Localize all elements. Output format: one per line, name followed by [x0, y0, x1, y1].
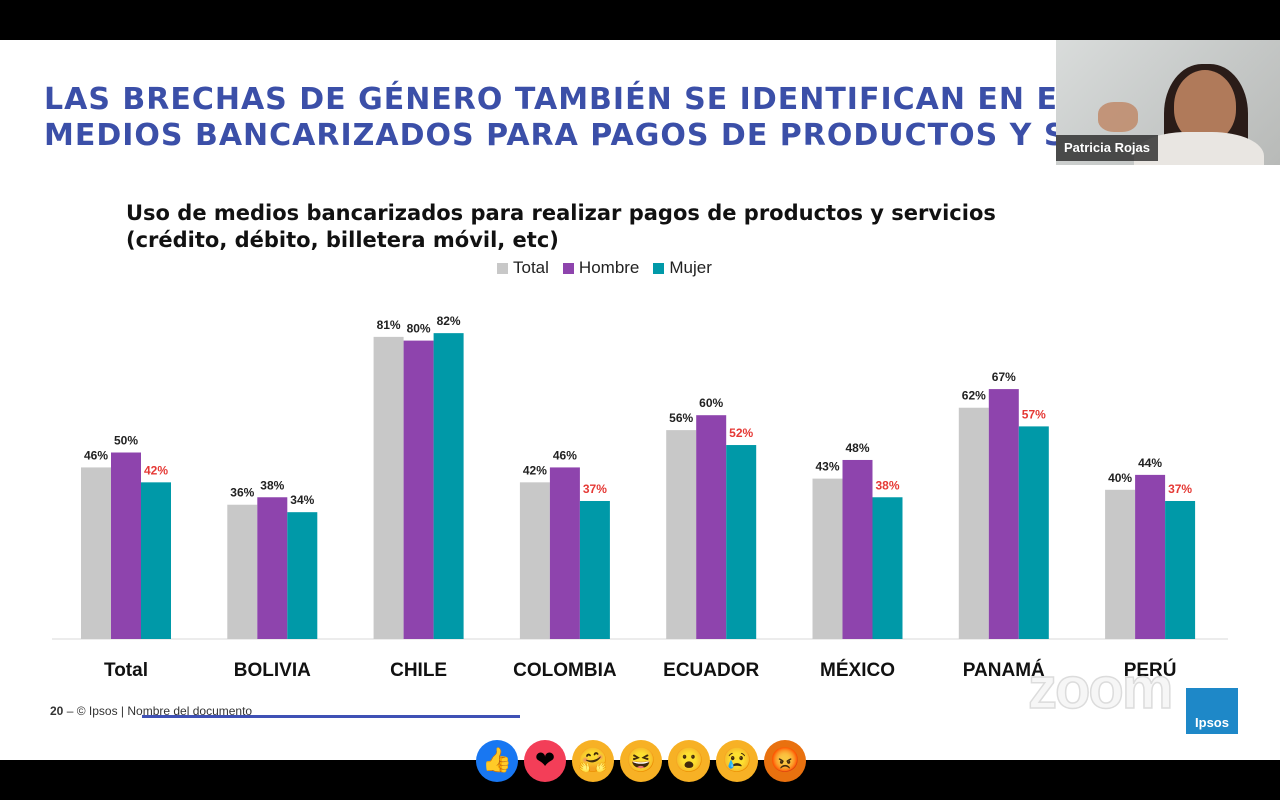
chart-title: Uso de medios bancarizados para realizar… [126, 200, 996, 254]
bar-hombre-3 [549, 467, 580, 639]
data-label-hombre-0: 50% [114, 434, 138, 448]
participant-name-label: Patricia Rojas [1056, 135, 1158, 161]
legend-item-hombre: Hombre [562, 258, 640, 278]
legend-item-mujer: Mujer [653, 258, 712, 278]
chart-title-line1: Uso de medios bancarizados para realizar… [126, 201, 996, 225]
bar-hombre-7 [1135, 474, 1166, 639]
bar-chart: 46% 50% 42% Total 36% 38% 34% BOLIVIA 81% 80% 82% C… [52, 314, 1228, 681]
participant-hand [1098, 102, 1138, 132]
slide-heading-line1: LAS BRECHAS DE GÉNERO TAMBIÉN SE IDENTIF… [44, 82, 1079, 117]
bar-total-6 [958, 407, 989, 639]
reaction-like-icon[interactable]: 👍 [476, 740, 518, 782]
data-label-hombre-6: 67% [992, 370, 1016, 384]
data-label-hombre-2: 80% [407, 322, 431, 336]
category-label-6: PANAMÁ [963, 659, 1045, 681]
bar-total-4 [666, 430, 697, 639]
slide-footer: 20 – © Ipsos | Nombre del documento [50, 704, 252, 718]
data-label-mujer-0: 42% [144, 463, 168, 477]
bar-mujer-4 [726, 445, 757, 639]
legend-label-mujer: Mujer [669, 258, 712, 277]
participant-face [1174, 70, 1236, 142]
legend-swatch-hombre [562, 262, 574, 274]
bar-mujer-2 [433, 333, 464, 639]
category-label-2: CHILE [390, 660, 447, 681]
chart-legend: Total Hombre Mujer [497, 258, 712, 278]
data-label-total-2: 81% [377, 318, 401, 332]
data-label-hombre-7: 44% [1138, 456, 1162, 470]
bar-hombre-6 [988, 389, 1019, 639]
bar-total-1 [227, 504, 258, 639]
bar-total-2 [373, 336, 404, 639]
reaction-haha-icon[interactable]: 😆 [620, 740, 662, 782]
data-label-total-5: 43% [815, 460, 839, 474]
data-label-hombre-3: 46% [553, 448, 577, 462]
category-label-1: BOLIVIA [234, 660, 311, 681]
category-label-7: PERÚ [1124, 659, 1177, 681]
reaction-love-icon[interactable]: ❤ [524, 740, 566, 782]
chart-title-line2: (crédito, débito, billetera móvil, etc) [126, 228, 559, 252]
legend-item-total: Total [497, 258, 549, 278]
slide-heading-line2: MEDIOS BANCARIZADOS PARA PAGOS DE PRODUC… [44, 118, 1067, 153]
data-label-hombre-4: 60% [699, 396, 723, 410]
data-label-total-1: 36% [230, 486, 254, 500]
data-label-mujer-7: 37% [1168, 482, 1192, 496]
bar-hombre-4 [696, 415, 727, 639]
data-label-total-6: 62% [962, 389, 986, 403]
bar-hombre-5 [842, 459, 873, 639]
data-label-mujer-3: 37% [583, 482, 607, 496]
data-label-total-7: 40% [1108, 471, 1132, 485]
data-label-hombre-5: 48% [845, 441, 869, 455]
category-label-5: MÉXICO [820, 659, 895, 681]
bar-hombre-1 [257, 497, 288, 639]
bar-mujer-1 [287, 512, 318, 639]
slide-progress-bar [142, 715, 520, 718]
category-label-3: COLOMBIA [513, 660, 617, 681]
reaction-care-icon[interactable]: 🤗 [572, 740, 614, 782]
bar-total-7 [1105, 489, 1136, 639]
data-label-mujer-4: 52% [729, 426, 753, 440]
data-label-mujer-2: 82% [437, 314, 461, 328]
bar-mujer-6 [1018, 426, 1049, 639]
reaction-wow-icon[interactable]: 😮 [668, 740, 710, 782]
category-label-4: ECUADOR [663, 660, 759, 681]
bar-total-5 [812, 478, 843, 639]
legend-swatch-total [497, 262, 508, 274]
slide-heading: LAS BRECHAS DE GÉNERO TAMBIÉN SE IDENTIF… [44, 82, 1078, 154]
bar-hombre-2 [403, 340, 434, 639]
legend-label-hombre: Hombre [578, 258, 640, 277]
data-label-mujer-5: 38% [875, 478, 899, 492]
bar-total-3 [519, 482, 550, 639]
bar-mujer-7 [1165, 500, 1196, 639]
legend-label-total: Total [513, 258, 549, 277]
data-label-total-4: 56% [669, 411, 693, 425]
reaction-sad-icon[interactable]: 😢 [716, 740, 758, 782]
legend-swatch-mujer [653, 262, 665, 274]
reaction-angry-icon[interactable]: 😡 [764, 740, 806, 782]
footer-text: – © Ipsos | Nombre del documento [66, 704, 253, 718]
reactions-bar: 👍 ❤ 🤗 😆 😮 😢 😡 [476, 740, 806, 782]
bar-total-0 [81, 467, 111, 639]
meeting-top-bar [0, 0, 1280, 40]
bar-hombre-0 [111, 452, 141, 639]
footer-page-number: 20 [50, 704, 64, 718]
category-label-0: Total [104, 660, 148, 681]
bar-mujer-5 [872, 497, 903, 639]
data-label-mujer-6: 57% [1022, 407, 1046, 421]
bar-mujer-0 [141, 482, 171, 639]
participant-video-tile[interactable]: Patricia Rojas [1056, 40, 1280, 165]
bar-mujer-3 [579, 500, 610, 639]
data-label-hombre-1: 38% [260, 478, 284, 492]
data-label-mujer-1: 34% [290, 493, 314, 507]
data-label-total-3: 42% [523, 463, 547, 477]
zoom-watermark: zoom [1027, 655, 1174, 722]
data-label-total-0: 46% [84, 448, 108, 462]
ipsos-logo: Ipsos [1186, 688, 1238, 734]
